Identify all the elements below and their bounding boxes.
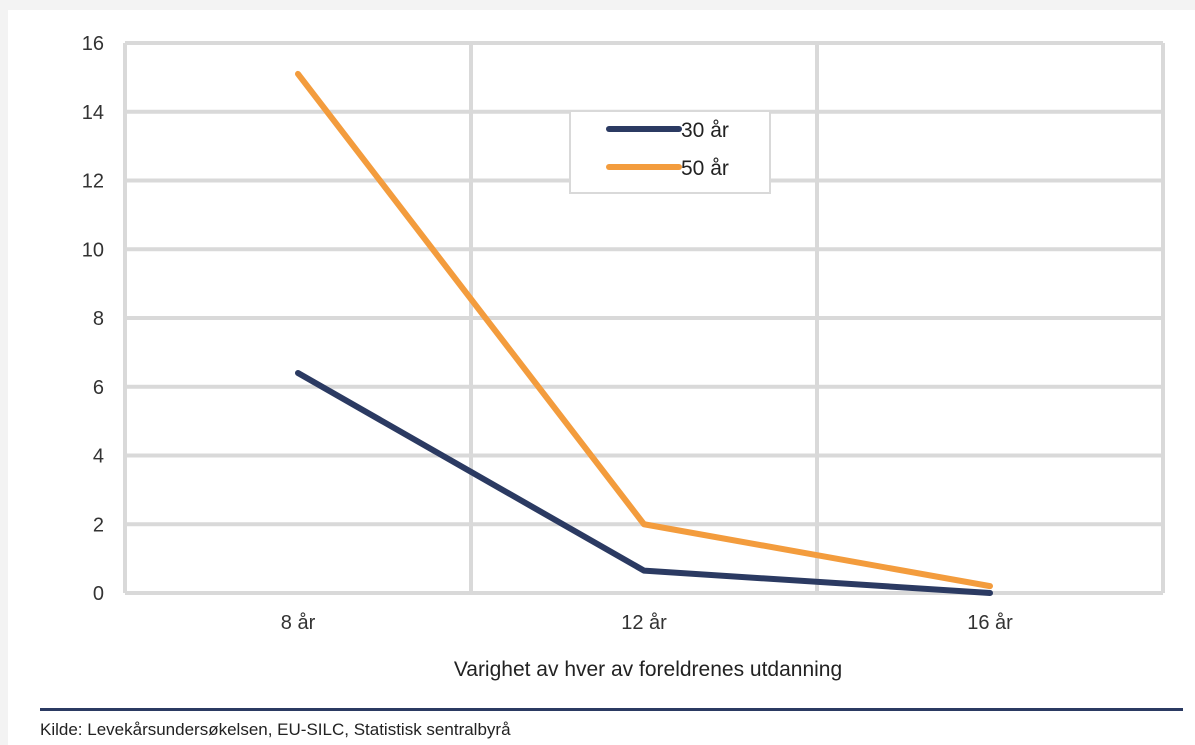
series-lines [295, 70, 993, 596]
y-tick-label: 16 [82, 33, 104, 55]
x-tick-label: 8 år [281, 612, 316, 634]
y-tick-label: 6 [93, 377, 104, 399]
series-line-30-år [295, 370, 993, 596]
x-tick-label: 12 år [621, 612, 667, 634]
legend-label-30: 30 år [681, 119, 729, 142]
y-axis-ticks: 0 2 4 6 8 10 12 14 16 [82, 33, 104, 605]
legend: 30 år 50 år [569, 110, 771, 194]
source-note: Kilde: Levekårsundersøkelsen, EU-SILC, S… [40, 720, 511, 739]
x-axis-title: Varighet av hver av foreldrenes utdannin… [454, 658, 842, 681]
y-tick-label: 10 [82, 239, 104, 261]
legend-label-50: 50 år [681, 157, 729, 180]
y-tick-label: 8 [93, 308, 104, 330]
y-tick-label: 14 [82, 102, 104, 124]
y-tick-label: 4 [93, 446, 104, 468]
legend-box [569, 110, 771, 194]
y-tick-label: 2 [93, 514, 104, 536]
x-tick-label: 16 år [967, 612, 1013, 634]
y-tick-label: 0 [93, 583, 104, 605]
y-tick-label: 12 [82, 171, 104, 193]
x-axis-ticks: 8 år 12 år 16 år [281, 612, 1013, 634]
source-divider [40, 708, 1183, 711]
line-chart: 0 2 4 6 8 10 12 14 16 8 år 12 år 16 år Varighet av… [82, 33, 1165, 681]
